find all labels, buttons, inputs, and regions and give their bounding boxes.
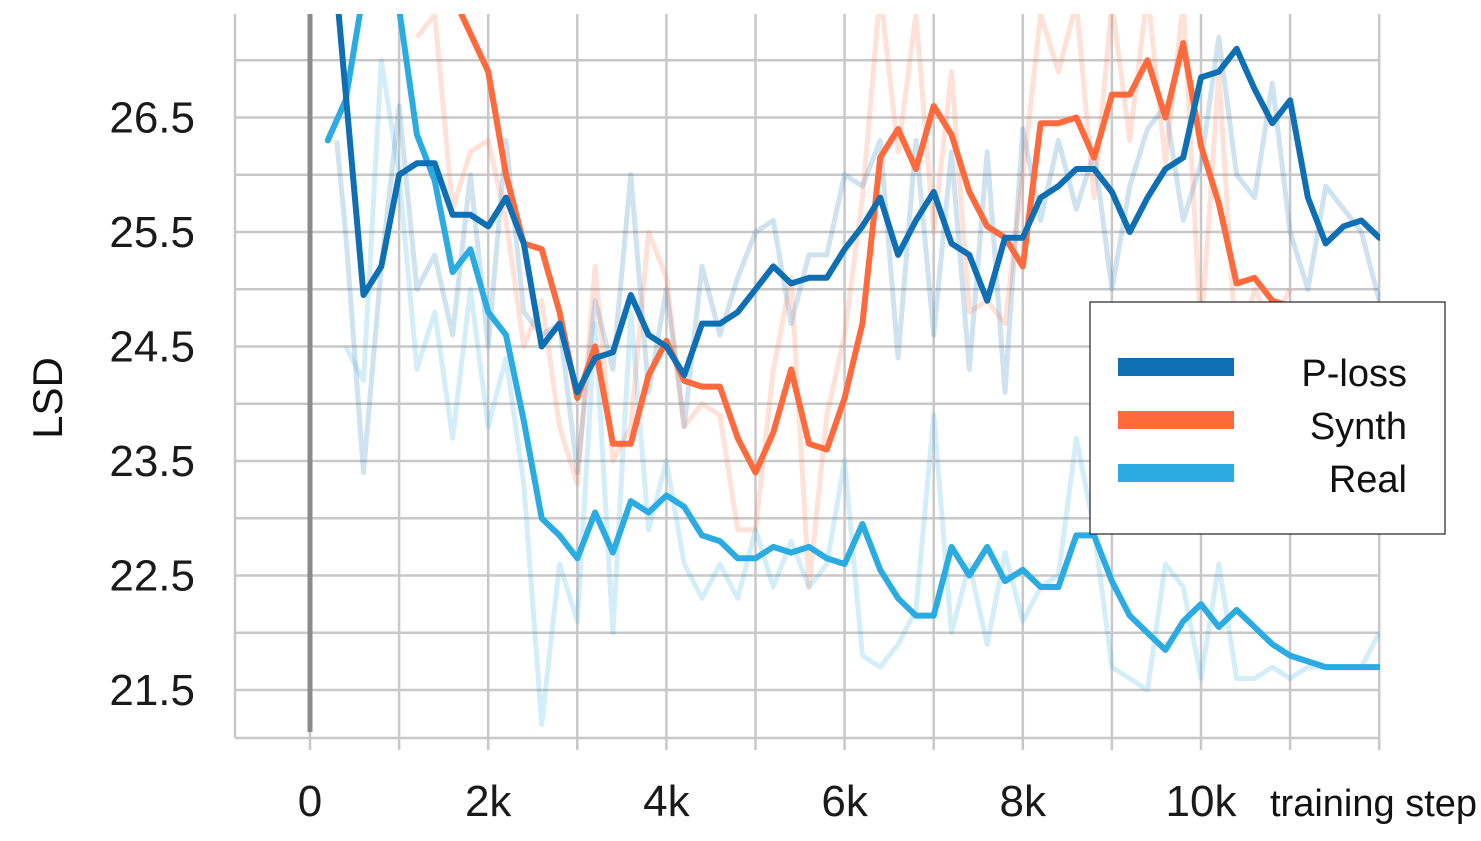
legend-label-p-loss: P-loss (1301, 353, 1407, 395)
y-tick-label: 26.5 (109, 94, 195, 143)
x-tick-label: 0 (298, 777, 322, 826)
raw-series-line-2 (343, 57, 1380, 727)
x-tick-label: 4k (643, 777, 690, 826)
series-line-p-loss (335, 14, 1380, 396)
raw-series-line-1 (414, 14, 1293, 590)
y-tick-label: 25.5 (109, 208, 195, 257)
series-line-real (324, 14, 1380, 671)
y-axis-label: LSD (24, 357, 71, 439)
x-axis-label: training step (1270, 783, 1477, 825)
y-tick-label: 22.5 (109, 552, 195, 601)
y-axis-ticks: 21.5 22.5 23.5 24.5 25.5 26.5 (109, 94, 195, 716)
legend: P-loss Synth Real (1089, 301, 1446, 535)
y-tick-label: 21.5 (109, 666, 195, 715)
legend-label-synth: Synth (1310, 406, 1407, 448)
y-tick-label: 24.5 (109, 323, 195, 372)
y-tick-label: 23.5 (109, 437, 195, 486)
smoothed-series-layer (324, 14, 1380, 671)
series-line-synth (458, 14, 1294, 476)
x-tick-label: 10k (1166, 777, 1238, 826)
legend-label-real: Real (1329, 459, 1407, 501)
x-tick-label: 2k (465, 777, 512, 826)
x-tick-label: 8k (1000, 777, 1047, 826)
x-axis-ticks: 0 2k 4k 6k 8k 10k (298, 777, 1238, 826)
x-tick-label: 6k (821, 777, 868, 826)
